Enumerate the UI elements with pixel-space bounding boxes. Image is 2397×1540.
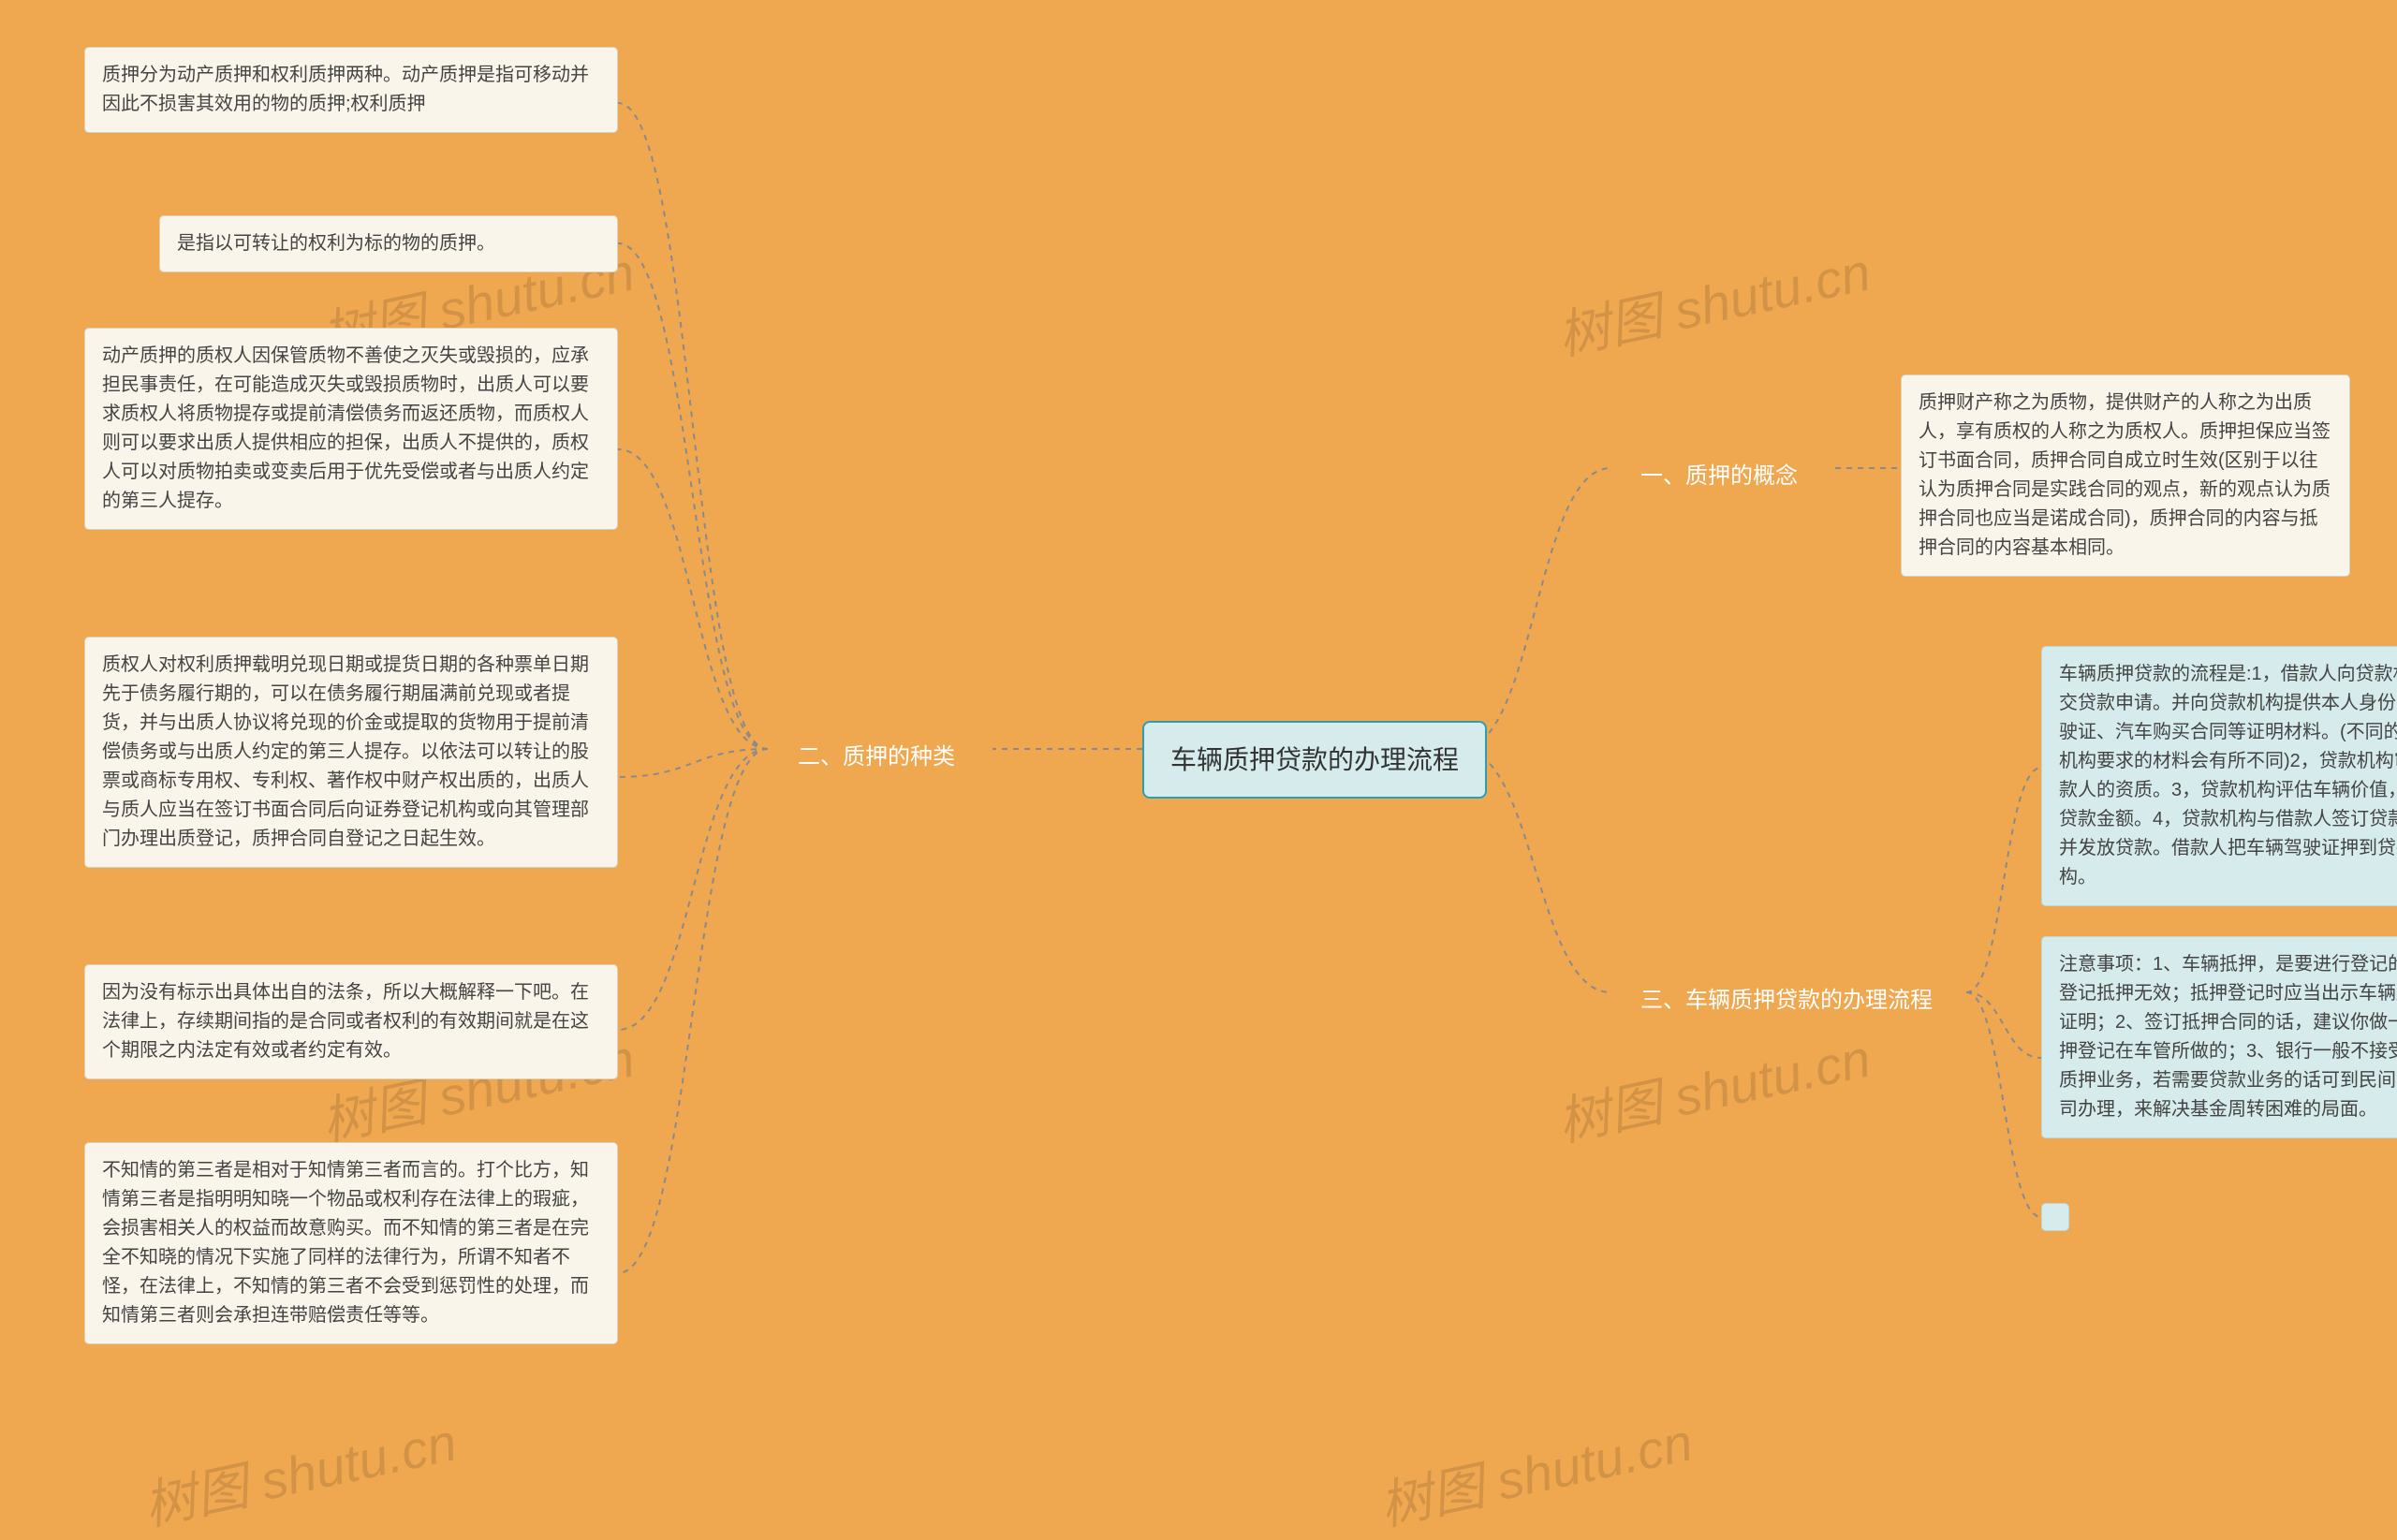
leaf-b2-5: 不知情的第三者是相对于知情第三者而言的。打个比方，知情第三者是指明明知晓一个物品… (84, 1142, 618, 1344)
branch-1[interactable]: 一、质押的概念 (1610, 442, 1828, 510)
leaf-b2-1: 是指以可转让的权利为标的物的质押。 (159, 215, 618, 272)
leaf-b2-0: 质押分为动产质押和权利质押两种。动产质押是指可移动并因此不损害其效用的物的质押;… (84, 47, 618, 133)
watermark: 树图 shutu.cn (136, 1401, 463, 1540)
leaf-b2-3: 质权人对权利质押载明兑现日期或提货日期的各种票单日期先于债务履行期的，可以在债务… (84, 637, 618, 868)
watermark: 树图 shutu.cn (1550, 230, 1876, 371)
leaf-b2-4: 因为没有标示出具体出自的法条，所以大概解释一下吧。在法律上，存续期间指的是合同或… (84, 964, 618, 1079)
watermark: 树图 shutu.cn (1550, 1017, 1876, 1157)
root-node[interactable]: 车辆质押贷款的办理流程 (1142, 721, 1487, 799)
leaf-b3-2-empty (2041, 1203, 2069, 1231)
leaf-b1-0: 质押财产称之为质物，提供财产的人称之为出质人，享有质权的人称之为质权人。质押担保… (1901, 374, 2350, 577)
leaf-b3-0: 车辆质押贷款的流程是:1，借款人向贷款机构提交贷款申请。并向贷款机构提供本人身份… (2041, 646, 2397, 906)
branch-3[interactable]: 三、车辆质押贷款的办理流程 (1610, 966, 1963, 1034)
leaf-b2-2: 动产质押的质权人因保管质物不善使之灭失或毁损的，应承担民事责任，在可能造成灭失或… (84, 328, 618, 530)
branch-2[interactable]: 二、质押的种类 (768, 723, 985, 791)
watermark: 树图 shutu.cn (1372, 1401, 1698, 1540)
leaf-b3-1: 注意事项：1、车辆抵押，是要进行登记的，不登记抵押无效；抵押登记时应当出示车辆所… (2041, 936, 2397, 1138)
